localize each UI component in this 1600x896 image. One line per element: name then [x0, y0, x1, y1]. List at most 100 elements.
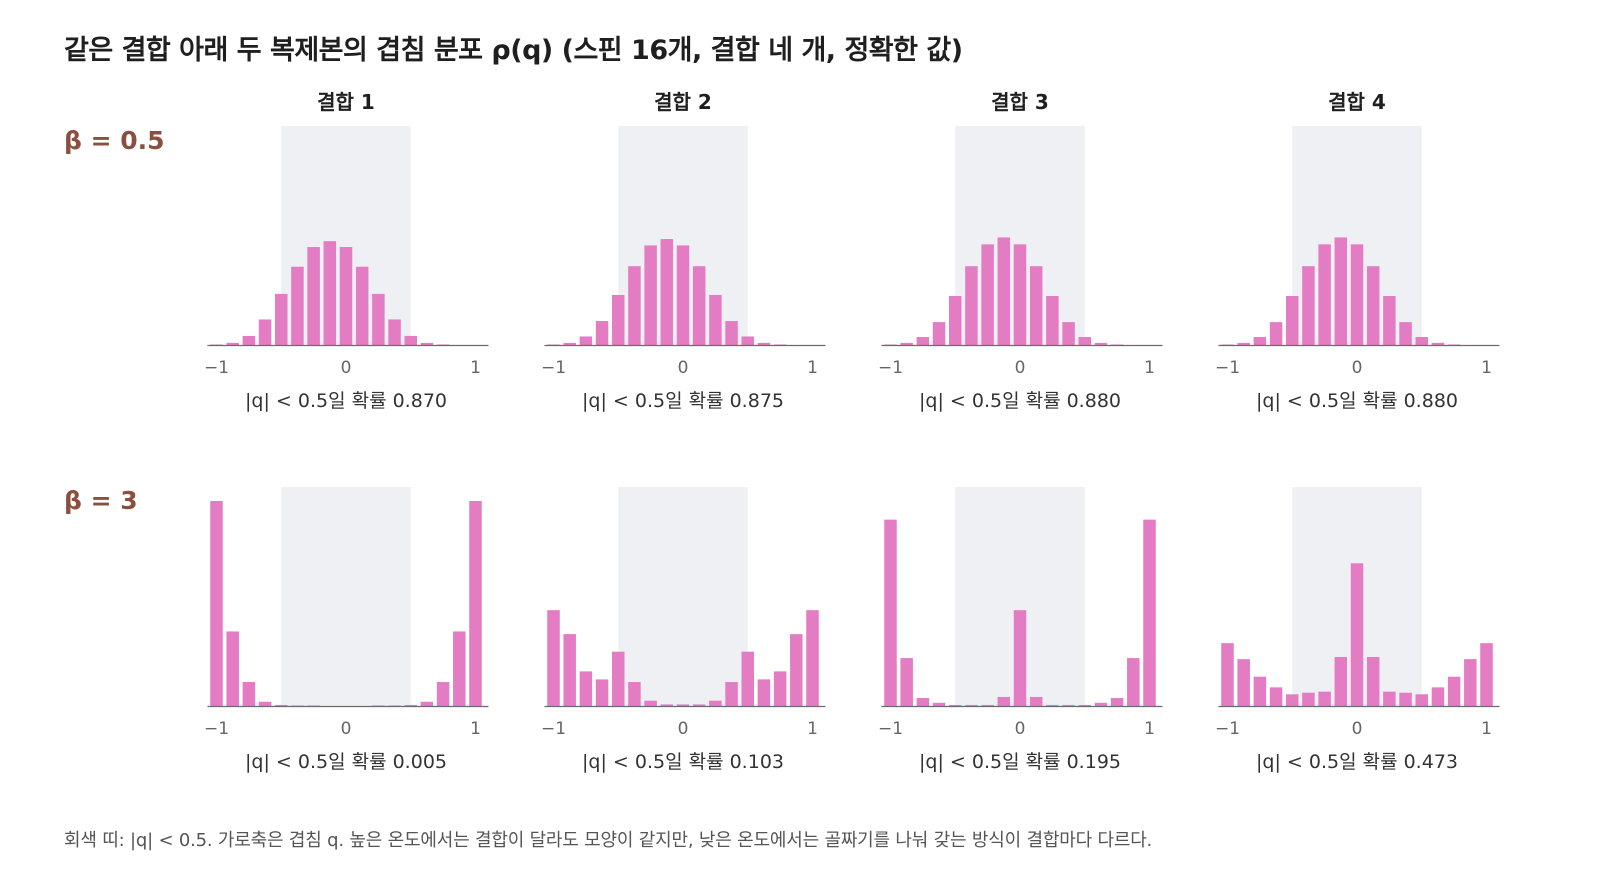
bar-r1c4-14 — [1447, 344, 1461, 345]
bar-r1c3-6 — [981, 244, 994, 345]
bar-r2c2-9 — [692, 704, 706, 706]
bar-r1c3-12 — [1078, 337, 1091, 345]
tick-label-r2c1-2: 1 — [470, 719, 481, 739]
tick-label-r1c2-2: 1 — [807, 358, 818, 378]
bar-r2c1-0 — [210, 500, 223, 706]
bar-r1c1-11 — [388, 319, 401, 345]
bar-r1c2-14 — [773, 344, 787, 345]
tick-label-r2c1-1: 0 — [341, 719, 352, 739]
bar-r2c4-7 — [1334, 657, 1348, 706]
bar-r1c4-4 — [1286, 296, 1299, 345]
bar-r2c4-14 — [1447, 676, 1461, 706]
bar-r2c4-0 — [1221, 643, 1234, 706]
bar-r2c4-16 — [1480, 643, 1493, 706]
bar-r1c2-1 — [563, 342, 576, 345]
bar-r2c4-9 — [1366, 657, 1380, 706]
bar-r1c1-7 — [323, 241, 337, 345]
bar-r2c3-16 — [1143, 519, 1156, 706]
caption-r1c3: |q| < 0.5일 확률 0.880 — [919, 390, 1121, 412]
tick-label-r1c1-2: 1 — [470, 358, 481, 378]
bar-r1c4-7 — [1334, 237, 1348, 345]
column-title-3: 결합 3 — [991, 90, 1049, 114]
bar-r1c2-8 — [676, 245, 690, 345]
bar-r1c3-1 — [900, 342, 913, 345]
tick-label-r2c2-1: 0 — [678, 719, 689, 739]
tick-label-r2c4-2: 1 — [1481, 719, 1492, 739]
tick-label-r1c3-1: 0 — [1015, 358, 1026, 378]
bar-r1c2-2 — [579, 336, 593, 345]
caption-r2c3: |q| < 0.5일 확률 0.195 — [919, 751, 1121, 773]
bar-r1c4-12 — [1415, 337, 1428, 345]
bar-r2c3-7 — [997, 696, 1011, 706]
bar-r1c4-6 — [1318, 244, 1331, 345]
bar-r1c4-10 — [1383, 296, 1396, 345]
bar-r1c1-8 — [339, 247, 353, 345]
bar-r2c1-15 — [453, 631, 466, 706]
bar-r1c1-3 — [258, 319, 272, 345]
bar-r2c3-2 — [916, 698, 930, 706]
bar-r1c3-2 — [916, 337, 930, 345]
bar-r1c1-6 — [307, 247, 320, 345]
bar-r1c4-9 — [1366, 266, 1380, 345]
bar-r1c4-13 — [1431, 342, 1445, 345]
bar-r2c1-14 — [436, 682, 450, 706]
bar-r1c2-9 — [692, 266, 706, 345]
bar-r2c1-11 — [388, 705, 401, 706]
bar-r2c1-1 — [226, 631, 239, 706]
bar-r2c3-14 — [1110, 698, 1124, 706]
bar-r2c3-4 — [949, 704, 962, 706]
column-title-2: 결합 2 — [654, 90, 712, 114]
caption-r2c1: |q| < 0.5일 확률 0.005 — [245, 751, 447, 773]
bar-r2c1-16 — [469, 500, 482, 706]
bar-r1c1-5 — [291, 266, 304, 345]
tick-label-r1c2-0: −1 — [541, 358, 566, 378]
bar-r2c4-3 — [1269, 687, 1283, 706]
bar-r2c1-12 — [404, 704, 417, 706]
bar-r1c3-5 — [965, 266, 978, 345]
bar-r2c2-7 — [660, 704, 674, 706]
bar-r1c1-2 — [242, 335, 256, 345]
bar-r2c3-8 — [1013, 610, 1027, 706]
bar-r2c2-16 — [806, 610, 819, 706]
bar-r1c1-14 — [436, 344, 450, 345]
bar-r2c1-6 — [307, 705, 320, 706]
caption-r1c1: |q| < 0.5일 확률 0.870 — [245, 390, 447, 412]
shaded-band-r2c1 — [281, 487, 411, 706]
bar-r2c4-1 — [1237, 659, 1250, 706]
bar-r1c3-9 — [1029, 266, 1043, 345]
bar-r2c1-3 — [258, 701, 272, 706]
bar-r2c4-12 — [1415, 694, 1428, 706]
bar-r1c1-9 — [355, 266, 369, 345]
bar-r1c1-12 — [404, 335, 417, 345]
bar-r2c2-11 — [725, 682, 738, 706]
bar-r2c4-6 — [1318, 691, 1331, 706]
bar-r2c3-9 — [1029, 696, 1043, 706]
bar-r2c2-10 — [709, 700, 722, 706]
bar-r1c4-8 — [1350, 244, 1364, 345]
bar-r1c1-4 — [275, 293, 288, 345]
column-title-4: 결합 4 — [1328, 90, 1386, 114]
tick-label-r2c2-0: −1 — [541, 719, 566, 739]
bar-r1c2-12 — [741, 336, 754, 345]
bar-r1c1-0 — [210, 344, 223, 345]
bar-r2c4-13 — [1431, 687, 1445, 706]
tick-label-r2c3-0: −1 — [878, 719, 903, 739]
bar-r1c2-0 — [547, 344, 560, 345]
bar-r2c2-15 — [790, 634, 803, 706]
caption-r2c2: |q| < 0.5일 확률 0.103 — [582, 751, 784, 773]
bar-r2c2-3 — [595, 679, 609, 706]
bar-r2c3-3 — [932, 702, 946, 706]
tick-label-r2c4-0: −1 — [1215, 719, 1240, 739]
column-title-1: 결합 1 — [317, 90, 375, 114]
bar-r2c3-1 — [900, 658, 913, 706]
bar-r1c2-3 — [595, 321, 609, 345]
bar-r1c4-5 — [1302, 266, 1315, 345]
bar-r2c4-5 — [1302, 692, 1315, 706]
bar-r1c2-4 — [612, 294, 625, 345]
bar-r1c3-7 — [997, 237, 1011, 345]
bar-r2c3-10 — [1046, 704, 1059, 706]
tick-label-r2c3-1: 0 — [1015, 719, 1026, 739]
tick-label-r1c2-1: 0 — [678, 358, 689, 378]
caption-r1c2: |q| < 0.5일 확률 0.875 — [582, 390, 784, 412]
bar-r1c4-1 — [1237, 342, 1250, 345]
